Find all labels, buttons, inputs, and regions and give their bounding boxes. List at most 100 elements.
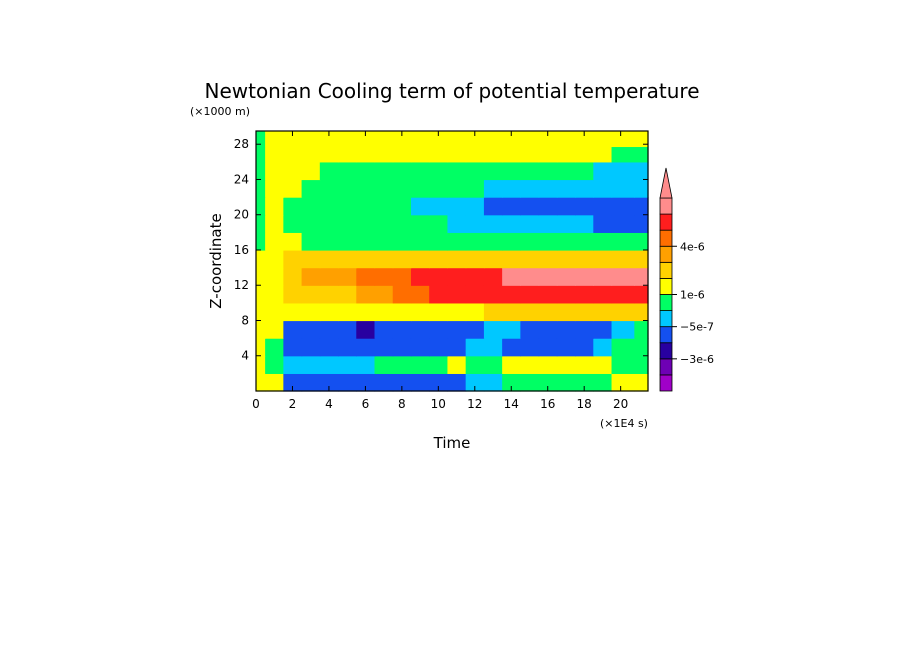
heatmap-cell xyxy=(520,338,540,357)
heatmap-cell xyxy=(593,302,613,322)
colorbar-swatch xyxy=(659,229,673,247)
heatmap-cell xyxy=(256,232,266,251)
heatmap-cell xyxy=(410,197,430,216)
heatmap-cell xyxy=(593,355,613,374)
heatmap-cell xyxy=(483,232,503,251)
heatmap-cell xyxy=(283,214,303,233)
heatmap-cell xyxy=(301,214,321,233)
heatmap-cell xyxy=(575,146,594,163)
colorbar-swatch xyxy=(659,261,673,279)
heatmap-cell xyxy=(374,320,394,339)
heatmap-cell xyxy=(374,373,394,392)
heatmap-cell xyxy=(575,267,594,286)
heatmap-cell xyxy=(556,249,576,269)
x-tick-label: 0 xyxy=(252,397,260,411)
heatmap-cell xyxy=(256,131,266,148)
heatmap-cell xyxy=(301,249,321,269)
heatmap-cell xyxy=(356,320,376,339)
heatmap-cell xyxy=(556,232,576,251)
heatmap-cell xyxy=(611,320,635,339)
heatmap-cell xyxy=(447,146,467,163)
heatmap-cell xyxy=(319,373,339,392)
heatmap-cell xyxy=(611,249,635,269)
heatmap-cell xyxy=(538,373,558,392)
heatmap-cell xyxy=(465,161,485,181)
heatmap-cell xyxy=(283,267,303,286)
heatmap-cell xyxy=(538,179,558,198)
heatmap-cell xyxy=(465,249,485,269)
y-tick-label: 16 xyxy=(234,243,249,257)
heatmap-cell xyxy=(429,131,449,148)
heatmap-cell xyxy=(301,302,321,322)
heatmap-cell xyxy=(392,214,412,233)
heatmap-cell xyxy=(611,373,635,392)
heatmap-cell xyxy=(256,214,266,233)
heatmap-cell xyxy=(502,131,521,148)
heatmap-cell xyxy=(483,267,503,286)
y-tick-label: 8 xyxy=(241,313,249,327)
y-axis: 4 8 12 16 20 24 28 xyxy=(234,137,648,363)
heatmap-cell xyxy=(319,355,339,374)
heatmap-cell xyxy=(538,338,558,357)
heatmap-cell xyxy=(356,232,376,251)
heatmap-cell xyxy=(283,131,303,148)
heatmap-cell xyxy=(556,161,576,181)
heatmap-cell xyxy=(502,338,521,357)
heatmap-cell xyxy=(429,285,449,304)
heatmap-cells xyxy=(256,131,649,392)
heatmap-cell xyxy=(538,302,558,322)
heatmap-cell xyxy=(634,302,649,322)
heatmap-cell xyxy=(301,320,321,339)
heatmap-cell xyxy=(575,249,594,269)
heatmap-cell xyxy=(265,267,284,286)
heatmap-cell xyxy=(556,197,576,216)
heatmap-cell xyxy=(374,131,394,148)
heatmap-cell xyxy=(256,267,266,286)
heatmap-cell xyxy=(410,285,430,304)
heatmap-cell xyxy=(538,249,558,269)
heatmap-cell xyxy=(447,338,467,357)
heatmap-cell xyxy=(392,355,412,374)
heatmap-cell xyxy=(265,146,284,163)
heatmap-cell xyxy=(520,131,540,148)
heatmap-cell xyxy=(265,232,284,251)
heatmap-cell xyxy=(429,338,449,357)
heatmap-cell xyxy=(538,131,558,148)
y-tick-label: 20 xyxy=(234,208,249,222)
heatmap-cell xyxy=(520,355,540,374)
heatmap-cell xyxy=(502,355,521,374)
heatmap-cell xyxy=(265,302,284,322)
heatmap-cell xyxy=(338,285,357,304)
heatmap-cell xyxy=(429,179,449,198)
heatmap-cell xyxy=(256,285,266,304)
heatmap-cell xyxy=(593,197,613,216)
heatmap-cell xyxy=(611,232,635,251)
colorbar: 4e-6 1e-6 −5e-7 −3e-6 xyxy=(659,167,714,392)
heatmap-cell xyxy=(611,161,635,181)
heatmap-cell xyxy=(520,302,540,322)
heatmap-cell xyxy=(392,320,412,339)
y-axis-label: Z-coordinate xyxy=(207,213,225,308)
heatmap-cell xyxy=(256,249,266,269)
heatmap-cell xyxy=(483,179,503,198)
heatmap-cell xyxy=(634,146,649,163)
heatmap-cell xyxy=(575,285,594,304)
heatmap-cell xyxy=(556,131,576,148)
heatmap-cell xyxy=(283,302,303,322)
heatmap-cell xyxy=(356,146,376,163)
heatmap-cell xyxy=(301,146,321,163)
heatmap-cell xyxy=(319,146,339,163)
heatmap-cell xyxy=(634,355,649,374)
heatmap-cell xyxy=(256,161,266,181)
heatmap-cell xyxy=(410,373,430,392)
heatmap-cell xyxy=(556,320,576,339)
heatmap-cell xyxy=(520,197,540,216)
colorbar-swatch xyxy=(659,213,673,231)
colorbar-swatch xyxy=(659,278,673,295)
heatmap-cell xyxy=(538,214,558,233)
heatmap-cell xyxy=(301,197,321,216)
heatmap-cell xyxy=(556,267,576,286)
heatmap-cell xyxy=(575,214,594,233)
heatmap-cell xyxy=(447,197,467,216)
heatmap-cell xyxy=(593,146,613,163)
